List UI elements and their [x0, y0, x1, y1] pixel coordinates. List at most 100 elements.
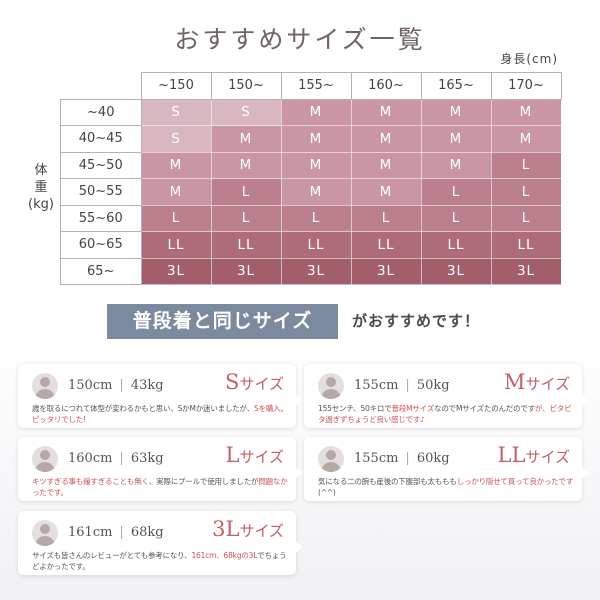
highlighted-text: 普段Mサイズ [391, 404, 435, 413]
reviewer-weight: 43kg [130, 378, 164, 393]
height-header-cell: 165~ [420, 72, 492, 100]
table-row: 45~50 M M M M M L [60, 151, 562, 179]
purchased-size-label: LLサイズ [498, 443, 570, 467]
user-avatar-icon [32, 520, 58, 546]
size-cell: 3L [420, 257, 492, 285]
comment-text: なのでMサイズたのんだのです [434, 404, 536, 413]
size-cell: M [350, 151, 422, 179]
size-cell: 3L [490, 257, 562, 285]
review-card: 161cm | 68kg 3Lサイズ サイズも皆さんのレビューがとても参考になり、161… [18, 511, 303, 575]
reviewer-weight: 50kg [416, 378, 450, 393]
height-header-cell: 150~ [210, 72, 282, 100]
weight-label-line3: (kg) [28, 197, 54, 212]
table-row: 65~ 3L 3L 3L 3L 3L 3L [60, 257, 562, 285]
comment-text: でちょうどよかったです。 [32, 551, 287, 571]
size-cell: L [350, 204, 422, 232]
weight-header-cell: 65~ [60, 257, 142, 285]
size-cell: L [210, 204, 282, 232]
size-code: 3L [212, 517, 240, 541]
size-cell: LL [420, 231, 492, 259]
height-header-cell: ~150 [140, 72, 212, 100]
size-cell: 3L [280, 257, 352, 285]
size-code: LL [497, 443, 526, 467]
review-card: 155cm | 50kg Mサイズ 155センチ、50キロで普段MサイズなのでMサイズた… [304, 364, 589, 428]
size-cell: LL [140, 231, 212, 259]
review-comment: 気になる二の腕も産後の下腹部も太もももしっかり隠せて買って良かったです (^^) [318, 476, 576, 498]
size-cell: M [490, 125, 562, 153]
size-suffix: サイズ [525, 375, 570, 393]
size-cell: M [420, 125, 492, 153]
size-cell: L [420, 178, 492, 206]
size-cell: S [210, 98, 282, 126]
size-suffix: サイズ [239, 375, 284, 393]
highlighted-text: キツすぎる事も緩すぎることも無く [32, 477, 149, 486]
banner-text: がおすすめです！ [352, 312, 481, 330]
size-cell: 3L [350, 257, 422, 285]
weight-header-cell: 60~65 [60, 231, 142, 259]
size-cell: L [420, 204, 492, 232]
divider: | [119, 525, 124, 540]
weight-header-cell: 50~55 [60, 178, 142, 206]
size-cell: M [210, 125, 282, 153]
comment-text: 155センチ、50キロで [318, 404, 392, 413]
height-header-row: ~150 150~ 155~ 160~ 165~ 170~ [61, 72, 562, 100]
weight-label-line2: 重 [34, 180, 48, 195]
size-cell: LL [490, 231, 562, 259]
reviewer-stats: 160cm | 63kg [68, 451, 164, 466]
size-cell: M [140, 151, 212, 179]
size-cell: M [490, 98, 562, 126]
reviewer-height: 155cm [354, 378, 399, 393]
size-cell: M [280, 98, 352, 126]
size-cell: LL [210, 231, 282, 259]
divider: | [119, 451, 124, 466]
table-row: 60~65 LL LL LL LL LL LL [60, 231, 562, 259]
divider: | [119, 378, 124, 393]
review-comment: 歳を取るにつれて体型が変わるかもと思い、SかMか迷いましたが、Sを購入。ピッタリ… [32, 403, 290, 425]
size-cell: 3L [140, 257, 212, 285]
comment-text: サイズも皆さんのレビューがとても参考になり、 [32, 551, 192, 560]
table-row: 40~45 S M M M M M [60, 125, 562, 153]
corner-cell [61, 73, 142, 100]
highlighted-text: が、ピタピタ過ぎずちょうど良い感じです♪ [318, 404, 572, 424]
banner-highlight: 普段着と同じサイズ [107, 304, 338, 339]
purchased-size-label: Lサイズ [225, 443, 284, 467]
size-cell: L [210, 178, 282, 206]
reviewer-height: 155cm [354, 451, 399, 466]
height-header-cell: 170~ [490, 72, 562, 100]
size-cell: L [140, 204, 212, 232]
size-cell: LL [350, 231, 422, 259]
reviewer-weight: 63kg [130, 451, 164, 466]
weight-label-line1: 体 [34, 163, 48, 178]
review-card: 150cm | 43kg Sサイズ歳を取るにつれて体型が変わるかもと思い、SかMか迷い… [18, 364, 303, 428]
highlighted-text: 161cm、68kgの3L [191, 551, 258, 560]
divider: | [405, 451, 410, 466]
comment-text: (^^) [318, 488, 336, 497]
reviewer-height: 150cm [68, 378, 113, 393]
reviewer-height: 161cm [68, 525, 113, 540]
user-avatar-icon [32, 446, 58, 472]
size-cell: M [350, 125, 422, 153]
size-cell: M [210, 151, 282, 179]
reviewer-stats: 155cm | 50kg [354, 378, 450, 393]
review-comment: サイズも皆さんのレビューがとても参考になり、161cm、68kgの3Lでちょうど… [32, 550, 290, 572]
highlighted-text: しっかり隠せて買って良かったです [456, 477, 574, 486]
size-chart-table: ~150 150~ 155~ 160~ 165~ 170~ ~40 S S M M M M 40~45 S… [60, 72, 562, 285]
size-code: S [225, 370, 240, 394]
reviewer-weight: 60kg [416, 451, 450, 466]
height-header-cell: 160~ [350, 72, 422, 100]
purchased-size-label: Sサイズ [225, 370, 284, 394]
table-row: 55~60 L L L L L L [60, 204, 562, 232]
height-unit-label: 身長(cm) [500, 52, 558, 66]
purchased-size-label: 3Lサイズ [212, 517, 284, 541]
weight-header-cell: ~40 [60, 98, 142, 126]
size-cell: L [490, 178, 562, 206]
size-cell: M [350, 178, 422, 206]
size-cell: M [140, 178, 212, 206]
size-suffix: サイズ [525, 448, 570, 466]
user-avatar-icon [318, 373, 344, 399]
size-suffix: サイズ [239, 522, 284, 540]
size-cell: M [350, 98, 422, 126]
review-comment: キツすぎる事も緩すぎることも無く、実際にプールで使用しましたが問題なかったです。 [32, 476, 290, 498]
review-card: 155cm | 60kg LLサイズ 気になる二の腕も産後の下腹部も太もももしっかり隠せ… [304, 437, 589, 501]
table-row: ~40 S S M M M M [60, 98, 562, 126]
